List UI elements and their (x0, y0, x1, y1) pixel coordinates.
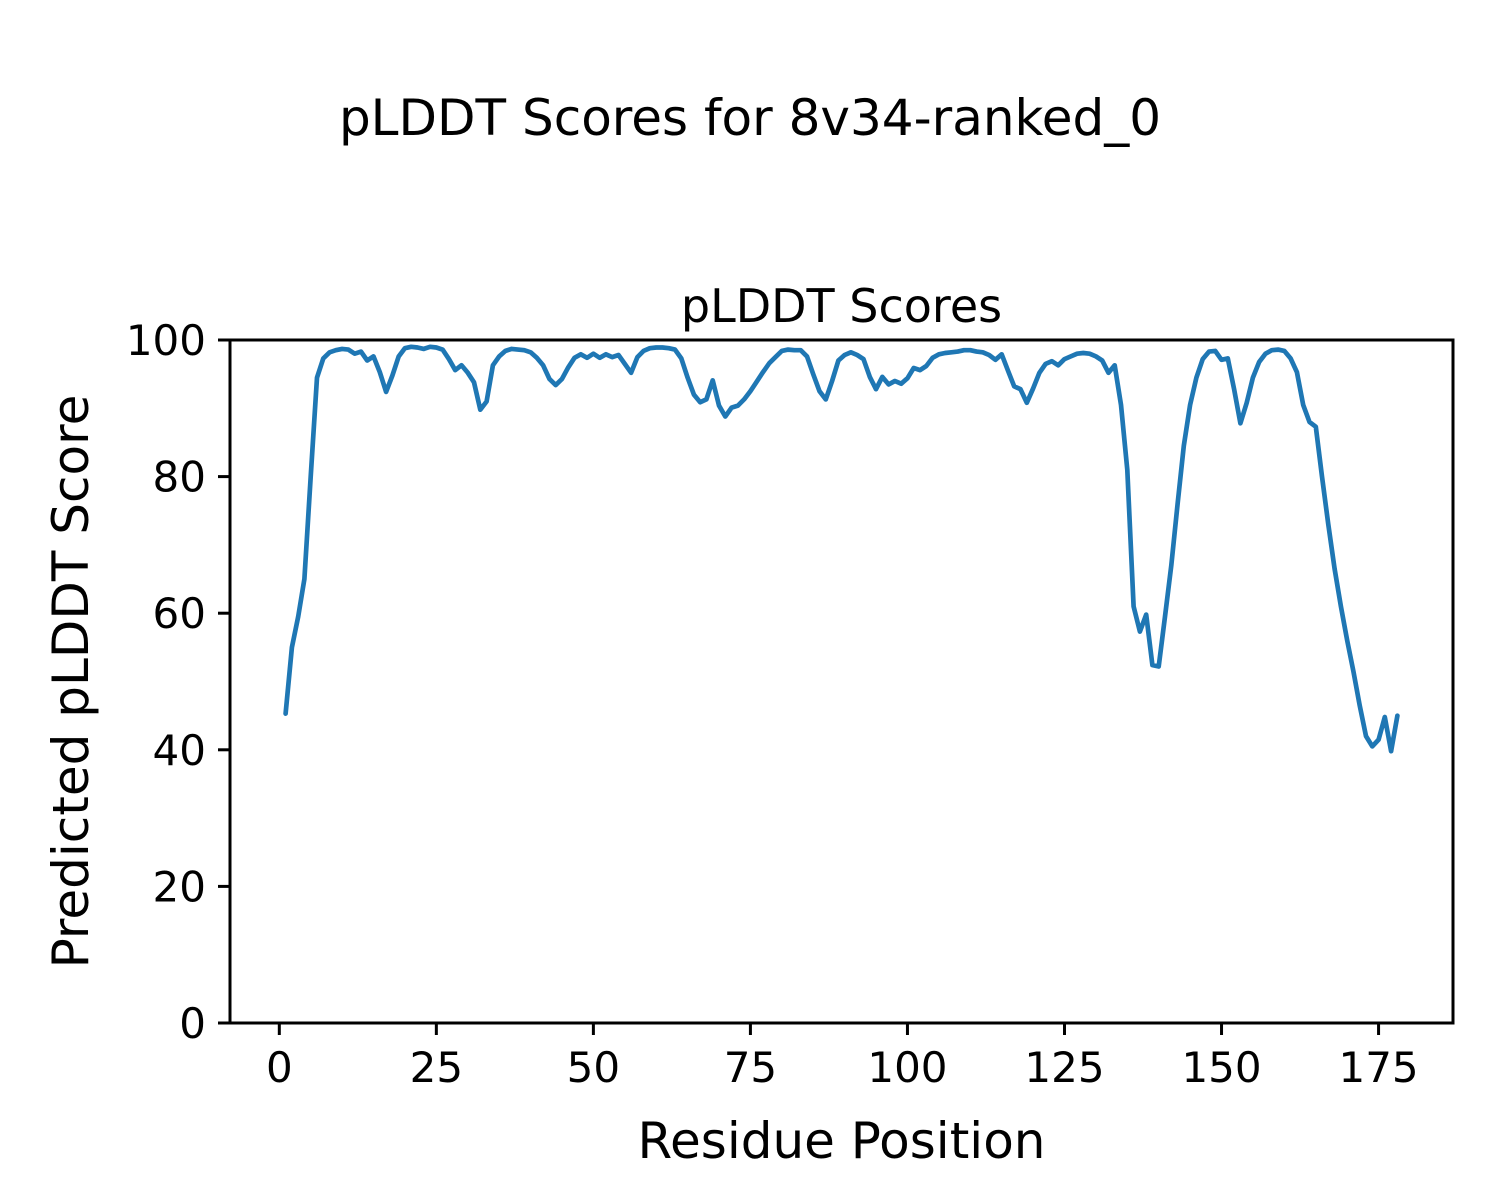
axes-title: pLDDT Scores (681, 279, 1002, 333)
y-tick-label: 80 (153, 453, 206, 502)
x-tick-label: 175 (1338, 1043, 1418, 1092)
y-axis-label: Predicted pLDDT Score (42, 395, 100, 969)
x-tick-label: 125 (1024, 1043, 1104, 1092)
plddt-line (283, 344, 1400, 754)
x-tick-label: 75 (724, 1043, 777, 1092)
y-axis-ticks: 0 20 40 60 80 100 (126, 316, 230, 1048)
x-tick-label: 0 (266, 1043, 293, 1092)
y-tick-label: 100 (126, 316, 206, 365)
x-tick-label: 50 (567, 1043, 620, 1092)
y-tick-label: 20 (153, 862, 206, 911)
x-tick-label: 25 (410, 1043, 463, 1092)
plot-border (228, 338, 1455, 1025)
x-axis-ticks: 0 25 50 75 100 125 150 175 (266, 1023, 1419, 1092)
x-tick-label: 100 (867, 1043, 947, 1092)
x-axis-label: Residue Position (638, 1112, 1046, 1170)
x-tick-label: 150 (1181, 1043, 1261, 1092)
y-tick-label: 0 (179, 999, 206, 1048)
y-tick-label: 60 (153, 589, 206, 638)
figure-suptitle: pLDDT Scores for 8v34-ranked_0 (339, 89, 1161, 147)
y-tick-label: 40 (153, 726, 206, 775)
